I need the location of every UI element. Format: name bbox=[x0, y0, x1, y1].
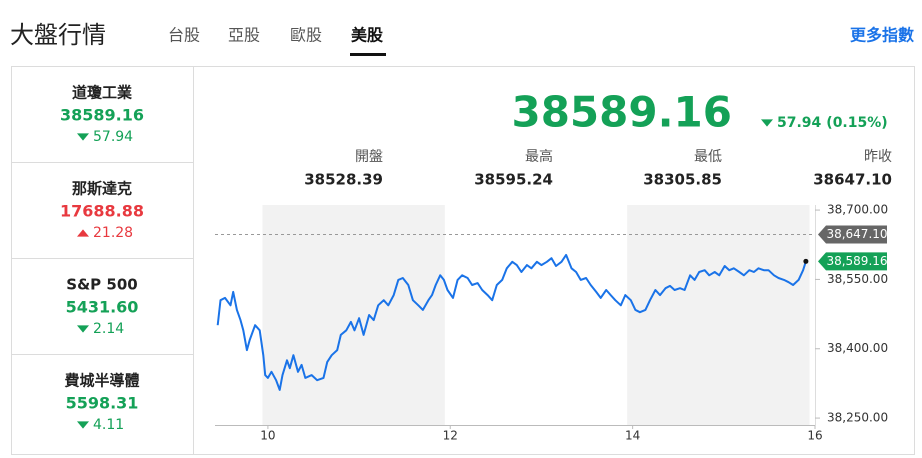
direction-triangle bbox=[77, 133, 89, 141]
stat-label: 開盤 bbox=[355, 149, 383, 165]
change-value: 57.94 bbox=[777, 115, 822, 131]
stat-value: 38305.85 bbox=[643, 171, 722, 189]
stat-label: 最低 bbox=[694, 149, 722, 165]
page-title: 大盤行情 bbox=[10, 21, 106, 49]
change-percent: (0.15%) bbox=[826, 115, 887, 131]
index-change: 57.94 bbox=[93, 129, 133, 145]
direction-triangle bbox=[77, 229, 89, 237]
tab[interactable]: 美股 bbox=[351, 26, 384, 45]
index-name[interactable]: S&P 500 bbox=[66, 276, 137, 294]
stat-value: 38528.39 bbox=[304, 171, 383, 189]
x-tick-label: 10 bbox=[260, 429, 275, 443]
reference-tag: 38,647.10 bbox=[826, 227, 887, 241]
y-tick-label: 38,550.00 bbox=[827, 272, 888, 286]
y-tick-label: 38,700.00 bbox=[827, 203, 888, 217]
x-tick-label: 16 bbox=[807, 429, 822, 443]
stat-value: 38595.24 bbox=[474, 171, 553, 189]
stat-label: 昨收 bbox=[864, 149, 892, 165]
last-price-tag-box bbox=[818, 252, 887, 271]
index-name[interactable]: 道瓊工業 bbox=[72, 84, 133, 102]
index-name[interactable]: 那斯達克 bbox=[72, 180, 132, 198]
stat-value: 38647.10 bbox=[813, 171, 892, 189]
x-tick-label: 12 bbox=[443, 429, 458, 443]
index-value: 5431.60 bbox=[66, 298, 139, 317]
index-change: 2.14 bbox=[93, 321, 124, 337]
tab[interactable]: 台股 bbox=[168, 26, 200, 45]
shaded-day bbox=[627, 205, 810, 425]
price-change: 57.94 (0.15%) bbox=[777, 115, 888, 131]
y-tick-label: 38,250.00 bbox=[827, 411, 888, 425]
direction-triangle bbox=[761, 119, 773, 127]
price-line bbox=[216, 253, 807, 391]
index-value: 17688.88 bbox=[60, 202, 144, 221]
x-tick-label: 14 bbox=[625, 429, 640, 443]
index-change: 4.11 bbox=[93, 417, 124, 433]
last-point bbox=[803, 258, 809, 264]
more-link[interactable]: 更多指數 bbox=[850, 26, 914, 45]
index-value: 38589.16 bbox=[60, 106, 144, 125]
last-price-tag: 38,589.16 bbox=[826, 254, 887, 268]
tab[interactable]: 歐股 bbox=[290, 26, 322, 45]
panel-border bbox=[11, 66, 915, 455]
direction-triangle bbox=[77, 325, 89, 333]
index-change: 21.28 bbox=[93, 225, 133, 241]
index-name[interactable]: 費城半導體 bbox=[64, 372, 139, 390]
y-tick-label: 38,400.00 bbox=[827, 341, 888, 355]
direction-triangle bbox=[77, 421, 89, 429]
tab[interactable]: 亞股 bbox=[228, 26, 260, 45]
reference-tag-box bbox=[818, 225, 887, 244]
index-value: 5598.31 bbox=[66, 394, 139, 413]
stat-label: 最高 bbox=[525, 148, 553, 165]
shaded-day bbox=[262, 205, 445, 425]
price: 38589.16 bbox=[511, 88, 732, 137]
active-tab-underline bbox=[350, 53, 386, 56]
